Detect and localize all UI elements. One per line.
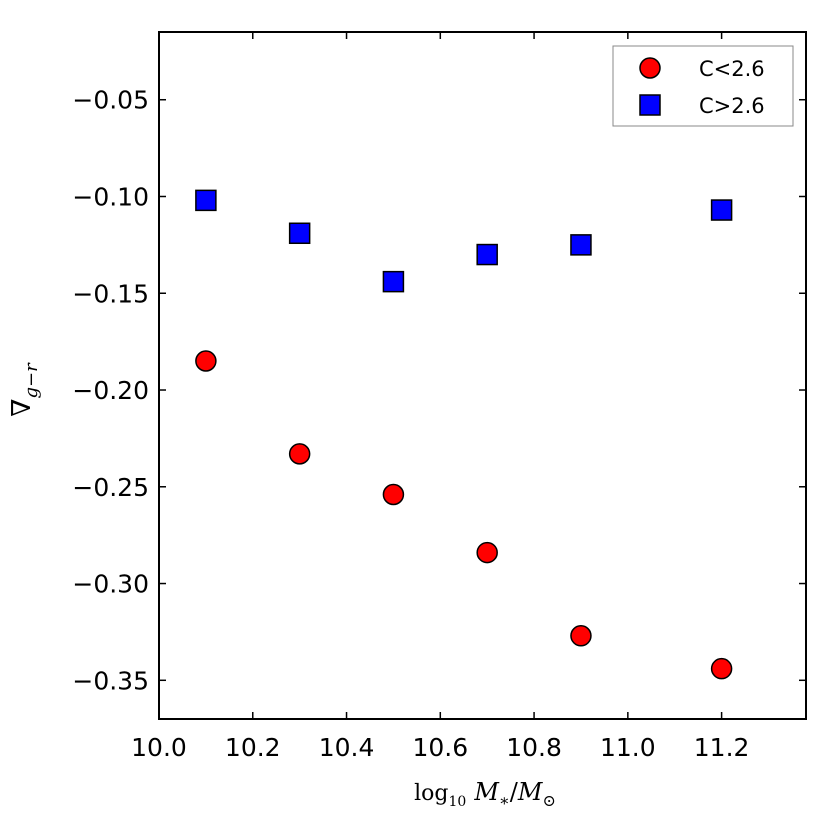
y-tick-label: −0.25 [72, 473, 149, 502]
x-tick-label: 11.2 [694, 733, 750, 762]
data-point-c-greater [710, 199, 733, 221]
y-axis-label-subscript: g−r [21, 362, 42, 399]
x-axis-label-sun: ⊙ [542, 791, 555, 810]
x-tick-label: 10.6 [412, 733, 468, 762]
legend-marker-square [639, 94, 661, 116]
data-point-c-greater [570, 234, 592, 256]
legend-marker-circle [639, 57, 661, 79]
data-point-c-less [195, 350, 217, 372]
y-tick-label: −0.05 [72, 86, 149, 115]
data-point-c-less [570, 625, 592, 647]
legend-label-c-greater: C>2.6 [699, 94, 765, 118]
x-tick-label: 10.8 [506, 733, 562, 762]
data-point-c-less [288, 443, 311, 465]
y-tick-label: −0.35 [72, 666, 149, 695]
y-tick-label: −0.15 [72, 279, 149, 308]
data-point-c-less [476, 541, 498, 564]
x-axis-label-mass-sun: M [517, 778, 544, 806]
x-tick-label: 10.2 [225, 733, 281, 762]
y-axis: −0.05 −0.10 −0.15 −0.20 −0.25 −0.30 −0.35 [72, 86, 806, 695]
x-axis: 10.0 10.2 10.4 10.6 10.8 11.0 11.2 [131, 32, 749, 762]
x-axis-label-slash: / [510, 778, 519, 806]
x-axis-label-star: ∗ [499, 791, 510, 810]
data-point-c-less [710, 657, 733, 680]
data-point-c-greater [382, 270, 405, 293]
y-tick-label: −0.10 [72, 182, 149, 211]
data-point-c-greater [476, 243, 498, 266]
data-point-c-greater [288, 222, 311, 245]
x-tick-label: 10.0 [131, 733, 187, 762]
y-tick-label: −0.30 [72, 570, 149, 599]
x-tick-label: 11.0 [600, 733, 656, 762]
data-markers [195, 189, 733, 680]
x-axis-label-base: 10 [449, 794, 467, 810]
data-point-c-greater [195, 189, 217, 212]
x-axis-label: log10 M∗/M⊙ [414, 778, 556, 810]
legend-label-c-less: C<2.6 [699, 57, 765, 81]
data-point-c-less [382, 483, 405, 506]
y-axis-label: ∇g−r [7, 362, 42, 417]
x-tick-label: 10.4 [319, 733, 375, 762]
x-axis-label-mass: M [473, 778, 500, 806]
legend: C<2.6 C>2.6 [612, 45, 794, 127]
y-axis-label-symbol: ∇ [7, 399, 37, 417]
x-axis-label-log: log [414, 781, 448, 806]
plot-frame [158, 31, 807, 720]
y-tick-label: −0.20 [72, 376, 149, 405]
